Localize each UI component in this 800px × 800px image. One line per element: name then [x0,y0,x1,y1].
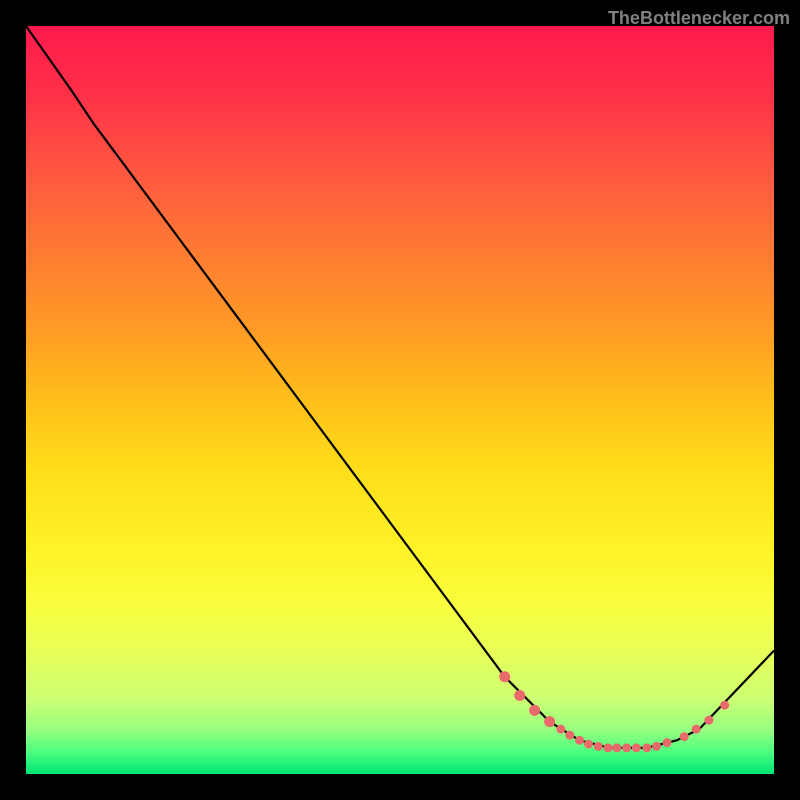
marker-group [499,671,729,752]
marker-dot [565,731,574,740]
marker-dot [720,701,729,710]
marker-dot [544,716,555,727]
marker-dot [622,743,631,752]
marker-dot [514,690,525,701]
marker-dot [584,740,593,749]
marker-dot [556,725,565,734]
marker-dot [692,725,701,734]
marker-dot [529,705,540,716]
marker-dot [499,671,510,682]
marker-dot [612,743,621,752]
marker-dot [642,743,651,752]
attribution-text: TheBottlenecker.com [608,8,790,29]
marker-dot [704,716,713,725]
marker-dot [680,732,689,741]
marker-dot [652,742,661,751]
marker-dot [594,742,603,751]
chart-area [26,26,774,774]
bottleneck-curve [26,26,774,748]
marker-dot [632,743,641,752]
marker-dot [575,736,584,745]
chart-svg [26,26,774,774]
marker-dot [603,743,612,752]
marker-dot [663,738,672,747]
